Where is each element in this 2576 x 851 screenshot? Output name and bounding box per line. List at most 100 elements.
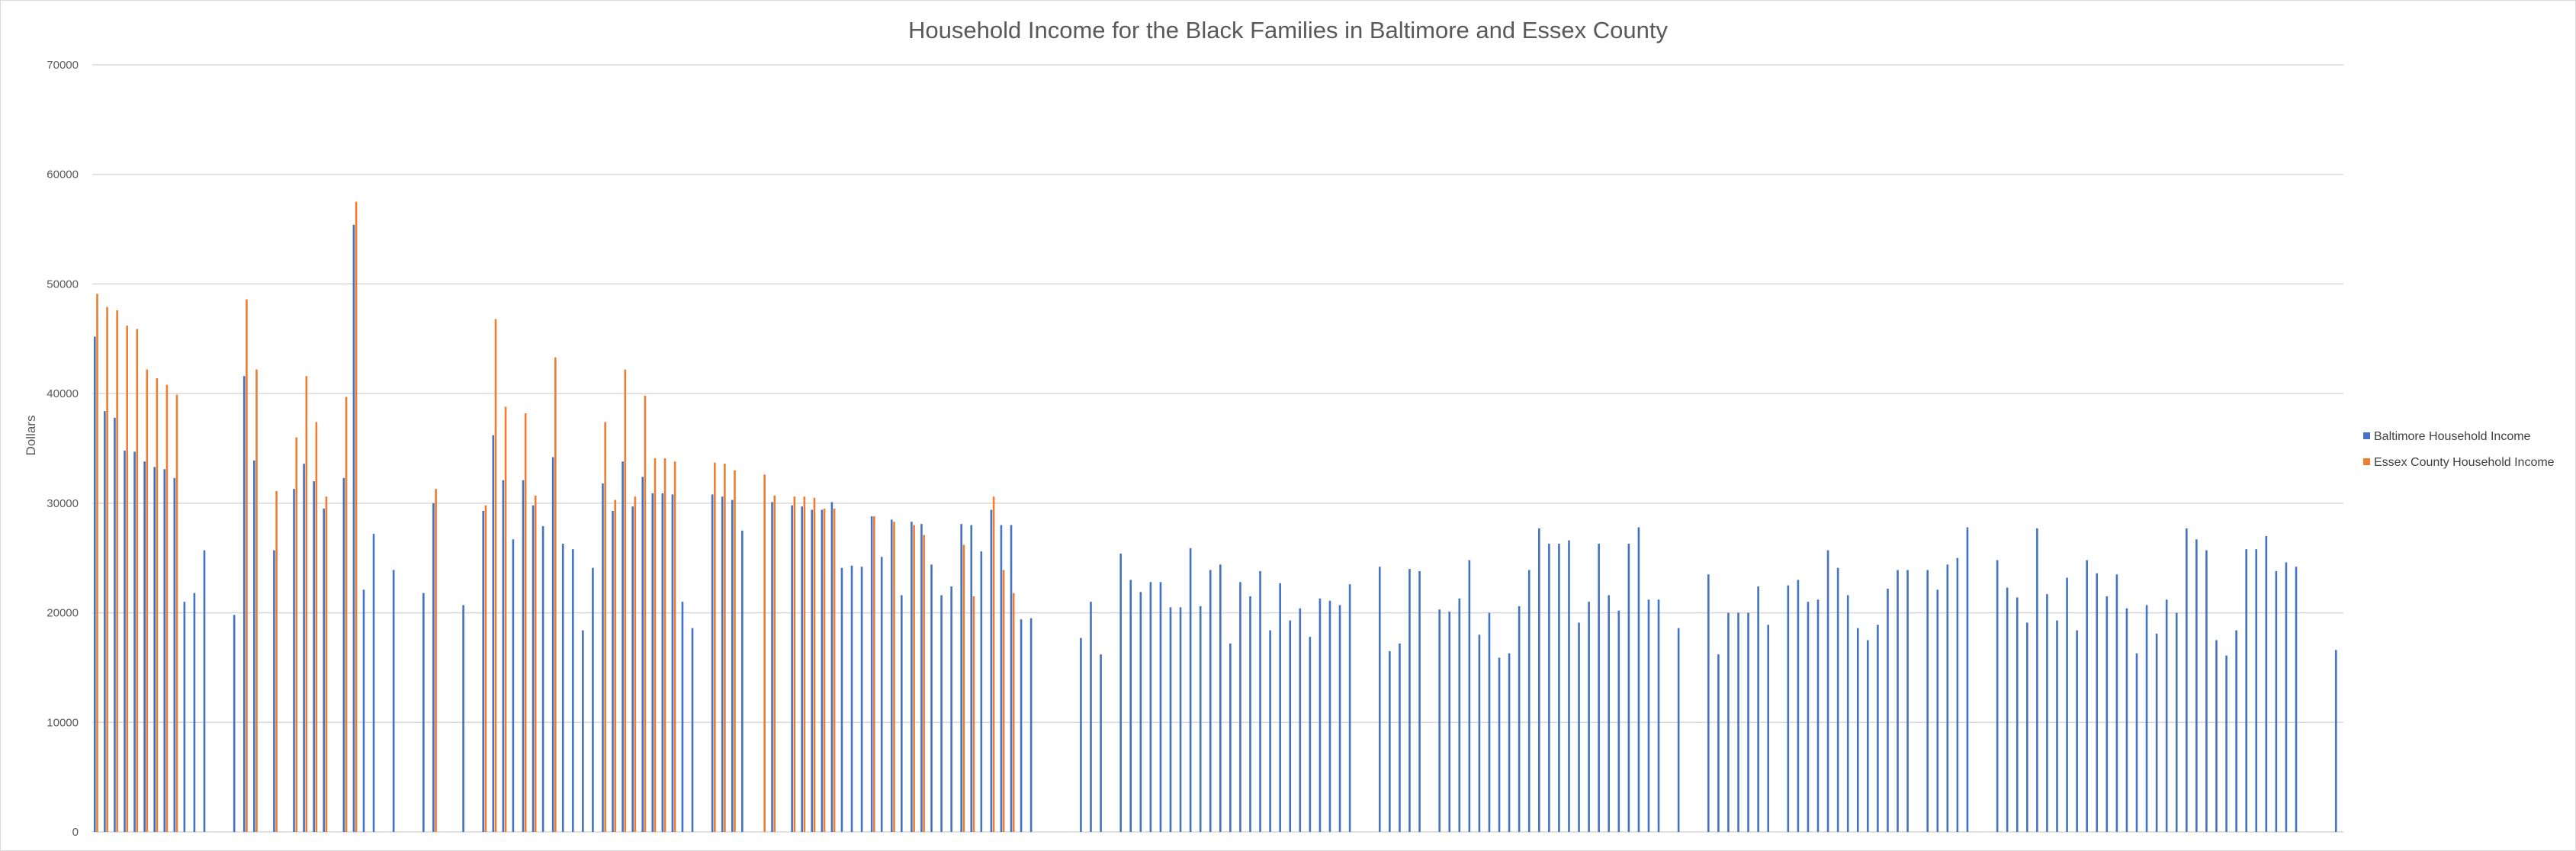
bar-essex [295, 437, 298, 832]
bar-baltimore [1906, 570, 1909, 832]
bar-baltimore [1926, 570, 1929, 832]
bar-baltimore [641, 477, 644, 832]
bar-baltimore [1229, 643, 1232, 832]
bar-baltimore [2175, 612, 2178, 832]
bar-baltimore [1309, 637, 1312, 832]
bar-baltimore [571, 549, 574, 832]
bar-baltimore [1279, 583, 1281, 832]
bar-baltimore [193, 592, 196, 832]
bar-essex [146, 369, 149, 832]
y-axis-label: Dollars [24, 416, 38, 456]
bar-baltimore [1588, 602, 1590, 832]
bar-baltimore [143, 461, 146, 832]
bar-essex [116, 310, 118, 832]
bar-baltimore [1399, 643, 1401, 832]
bar-baltimore [2115, 574, 2118, 832]
bar-baltimore [94, 336, 96, 832]
bar-baltimore [622, 461, 624, 832]
bar-baltimore [1348, 584, 1351, 832]
bar-baltimore [551, 457, 554, 832]
bar-baltimore [243, 376, 246, 832]
bar-baltimore [1029, 618, 1033, 832]
y-axis-ticks: 0 10000 20000 30000 40000 50000 60000 70000 [47, 59, 79, 839]
bar-essex [972, 596, 975, 832]
bar-baltimore [880, 557, 883, 832]
bar-baltimore [1389, 650, 1391, 832]
bar-baltimore [2016, 597, 2019, 832]
bar-baltimore [1537, 528, 1540, 832]
bar-baltimore [1189, 548, 1192, 832]
bar-baltimore [741, 530, 744, 832]
bar-baltimore [1438, 609, 1441, 832]
bar-baltimore [1269, 630, 1271, 832]
bar-baltimore [2125, 608, 2128, 832]
bar-baltimore [153, 467, 156, 832]
bar-baltimore [1328, 600, 1331, 832]
bar-essex [126, 326, 128, 832]
bar-baltimore [1259, 570, 1261, 832]
bar-baltimore [771, 502, 773, 832]
bar-baltimore [323, 509, 326, 832]
bar-baltimore [2006, 587, 2009, 832]
bar-baltimore [1100, 654, 1102, 832]
bar-baltimore [950, 586, 952, 832]
bar-baltimore [1518, 605, 1521, 832]
legend-swatch-essex [2363, 458, 2370, 465]
bar-baltimore [1867, 640, 1869, 832]
bar-baltimore [2285, 562, 2288, 832]
bar-baltimore [392, 570, 395, 832]
bar-baltimore [2026, 622, 2028, 832]
bar-baltimore [1787, 585, 1790, 832]
bar-baltimore [432, 503, 435, 832]
bar-essex [96, 294, 98, 832]
bar-baltimore [1637, 527, 1640, 832]
bar-baltimore [502, 480, 505, 832]
bar-baltimore [2135, 653, 2138, 832]
bar-baltimore [1010, 525, 1013, 832]
bar-baltimore [1448, 612, 1451, 832]
y-tick-label: 50000 [47, 278, 79, 291]
bar-baltimore [681, 602, 684, 832]
y-tick-label: 0 [72, 826, 79, 839]
bar-baltimore [612, 510, 614, 832]
bar-baltimore [203, 550, 206, 832]
bar-baltimore [2205, 550, 2208, 832]
bar-baltimore [1249, 596, 1251, 832]
bar-baltimore [313, 481, 315, 832]
bar-baltimore [1319, 598, 1322, 832]
bar-baltimore [1897, 570, 1899, 832]
bar-baltimore [651, 493, 654, 832]
bar-baltimore [512, 539, 515, 832]
bar-baltimore [1737, 612, 1739, 832]
bar-essex [1012, 592, 1015, 832]
bar-baltimore [1727, 612, 1730, 832]
bar-baltimore [342, 477, 345, 832]
bar-baltimore [2275, 570, 2278, 832]
bar-baltimore [1239, 582, 1241, 832]
bar-baltimore [1797, 580, 1800, 832]
bar-essex [355, 201, 358, 833]
bar-baltimore [1119, 553, 1122, 832]
bar-baltimore [1299, 608, 1302, 832]
bar-essex [634, 496, 637, 832]
bar-essex [106, 307, 108, 832]
bar-essex [773, 495, 776, 832]
bar-baltimore [561, 544, 564, 832]
bar-essex [534, 495, 537, 832]
bar-baltimore [691, 628, 694, 832]
bar-baltimore [592, 567, 594, 832]
bar-baltimore [602, 483, 604, 832]
bar-baltimore [731, 499, 734, 832]
bar-baltimore [1747, 612, 1749, 832]
bar-baltimore [1080, 637, 1082, 832]
bar-baltimore [1458, 598, 1461, 832]
bar-baltimore [1090, 602, 1092, 832]
bar-essex [315, 422, 318, 832]
bar-baltimore [830, 502, 834, 832]
bar-baltimore [2235, 630, 2237, 832]
bar-baltimore [1677, 628, 1680, 832]
bar-essex [992, 496, 995, 832]
bar-essex [893, 522, 895, 832]
bar-baltimore [582, 630, 584, 832]
